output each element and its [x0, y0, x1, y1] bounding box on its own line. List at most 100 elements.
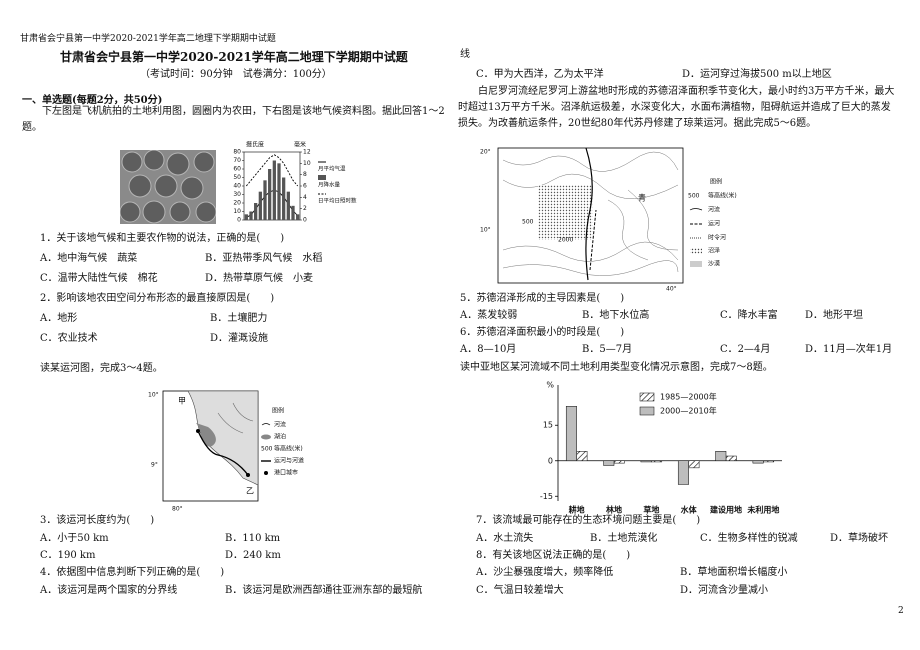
- axis-label: 毫米: [294, 141, 306, 149]
- bar: [725, 455, 737, 462]
- bar: [640, 460, 652, 463]
- legend-swatch: [639, 406, 655, 416]
- y2-tick-label: 10: [303, 160, 311, 167]
- option: C．气温日较差增大: [476, 585, 564, 596]
- bar: [244, 214, 248, 220]
- bar: [291, 205, 295, 220]
- line: [245, 154, 299, 187]
- bar: [576, 451, 588, 462]
- legend-entry: 500: [261, 446, 273, 453]
- x-tick-label: 建设用地: [709, 505, 742, 515]
- option: C．190 km: [40, 550, 96, 561]
- legend-title: 图例: [710, 178, 722, 186]
- legend-entry: 日平均日照时数(小时): [318, 197, 357, 205]
- y2-tick-label: 12: [303, 149, 311, 156]
- legend-entry: 港口城市: [274, 469, 298, 477]
- bar: [286, 191, 290, 220]
- y-tick-label: 10: [233, 208, 241, 215]
- question-stem: 8．有关该地区说法正确的是( ): [476, 550, 631, 561]
- y-tick-label: 40: [233, 183, 241, 190]
- bar: [263, 180, 267, 220]
- option: C．农业技术: [40, 333, 98, 344]
- y2-tick-label: 0: [303, 217, 307, 224]
- y-tick-label: 20: [233, 200, 241, 207]
- legend-title: 图例: [272, 407, 284, 415]
- bar: [268, 169, 272, 220]
- passage: 读某运河图，完成3～4题。: [40, 363, 163, 374]
- option: A．沙尘暴强度增大，频率降低: [476, 567, 614, 578]
- y2-tick-label: 6: [303, 183, 307, 190]
- legend-entry: 河流: [708, 206, 720, 214]
- bar: [249, 211, 253, 220]
- bar: [715, 451, 727, 462]
- option: D．灌溉设施: [210, 333, 269, 344]
- map-label: 20°: [480, 149, 491, 156]
- option: C．生物多样性的锐减: [700, 533, 798, 544]
- x-tick-label: 林地: [606, 505, 622, 515]
- legend-entry: 2000—2010年: [660, 406, 717, 416]
- question-stem: 2．影响该地农田空间分布形态的最直接原因是( ): [40, 293, 275, 304]
- bar: [254, 203, 258, 220]
- map-label: 40°: [666, 286, 677, 293]
- y-tick-label: 50: [233, 174, 241, 181]
- option: C．2—4月: [720, 344, 771, 355]
- bar: [763, 460, 775, 463]
- map-label: 甲: [178, 397, 186, 406]
- bar: [677, 460, 689, 485]
- option: B．土壤肥力: [210, 313, 268, 324]
- question-stem: 5．苏德沼泽形成的主导因素是( ): [460, 293, 625, 304]
- passage: 白尼罗河流经尼罗河上游盆地时形成的苏德沼泽面积季节变化大，最小时约3万平方千米，…: [458, 86, 895, 129]
- climate-chart: 摄氏度 毫米01020304050607080024681012月平均气温月降水量…: [233, 141, 357, 224]
- legend-entry: 月降水量: [318, 181, 341, 189]
- option: A．该运河是两个国家的分界线: [40, 585, 178, 596]
- option: B．草地面积增长幅度小: [680, 567, 788, 578]
- option: C．甲为大西洋，乙为太平洋: [476, 69, 604, 80]
- option: B．该运河是欧洲西部通往亚洲东部的最短航: [225, 585, 423, 596]
- map-label: 青: [638, 193, 646, 203]
- axis-unit: %: [546, 381, 554, 390]
- legend-entry: 月平均气温: [318, 165, 346, 173]
- option: D．240 km: [225, 550, 281, 561]
- legend-swatch: [639, 392, 655, 402]
- legend-entry: 等高线(米): [274, 445, 303, 453]
- legend-entry: 等高线(米): [708, 192, 737, 200]
- legend-entry: 运河: [708, 220, 720, 228]
- map-label: 9°: [151, 462, 158, 469]
- running-title: 甘肃省会宁县第一中学2020-2021学年高二地理下学期期中试题: [20, 34, 276, 44]
- option: D．热带草原气候 小麦: [205, 273, 314, 284]
- legend-entry: 运河与河道: [274, 457, 304, 465]
- legend-entry: 湖泊: [274, 433, 286, 441]
- legend-entry: 沼泽: [708, 247, 720, 255]
- option-continuation: 线: [460, 49, 470, 60]
- y-tick-label: 30: [233, 191, 241, 198]
- option: A．8—10月: [460, 344, 517, 355]
- page-number: 2: [898, 606, 904, 616]
- bar: [272, 160, 276, 220]
- bar: [613, 460, 625, 464]
- option: D．河流含沙量减小: [680, 585, 769, 596]
- canal-map: 10° 9° 80° 甲 乙 图例 河流 湖泊 500 等高线(米) 运河与河道…: [148, 390, 304, 513]
- bar: [651, 460, 663, 463]
- bar: [752, 460, 764, 464]
- option: B．亚热带季风气候 水稻: [205, 253, 323, 264]
- section-heading: 一、单选题(每题2分，共50分): [22, 95, 163, 106]
- axis-label: 摄氏度: [246, 141, 264, 149]
- y-tick-label: 80: [233, 149, 241, 156]
- bar: [282, 177, 286, 220]
- map-label: 10°: [480, 227, 491, 234]
- y-tick-label: -15: [540, 492, 553, 501]
- option: B．5—7月: [582, 344, 633, 355]
- map-label: 500: [522, 219, 534, 226]
- bar: [565, 406, 577, 462]
- y-tick-label: 15: [543, 421, 553, 430]
- land-use-chart: % -15 0 15 耕地 林地 草地 水体 建设用地 未利用地 1985—2000年 2000—20…: [540, 381, 782, 515]
- question-stem: 1．关于该地气候和主要农作物的说法，正确的是( ): [40, 233, 285, 244]
- bar: [688, 460, 700, 469]
- map-label: 2000: [558, 237, 573, 244]
- legend-swatch: [318, 175, 326, 180]
- title: 甘肃省会宁县第一中学2020-2021学年高二地理下学期期中试题: [60, 50, 408, 64]
- y-tick-label: 70: [233, 157, 241, 164]
- y-tick-label: 60: [233, 166, 241, 173]
- option: D．11月—次年1月: [805, 344, 893, 355]
